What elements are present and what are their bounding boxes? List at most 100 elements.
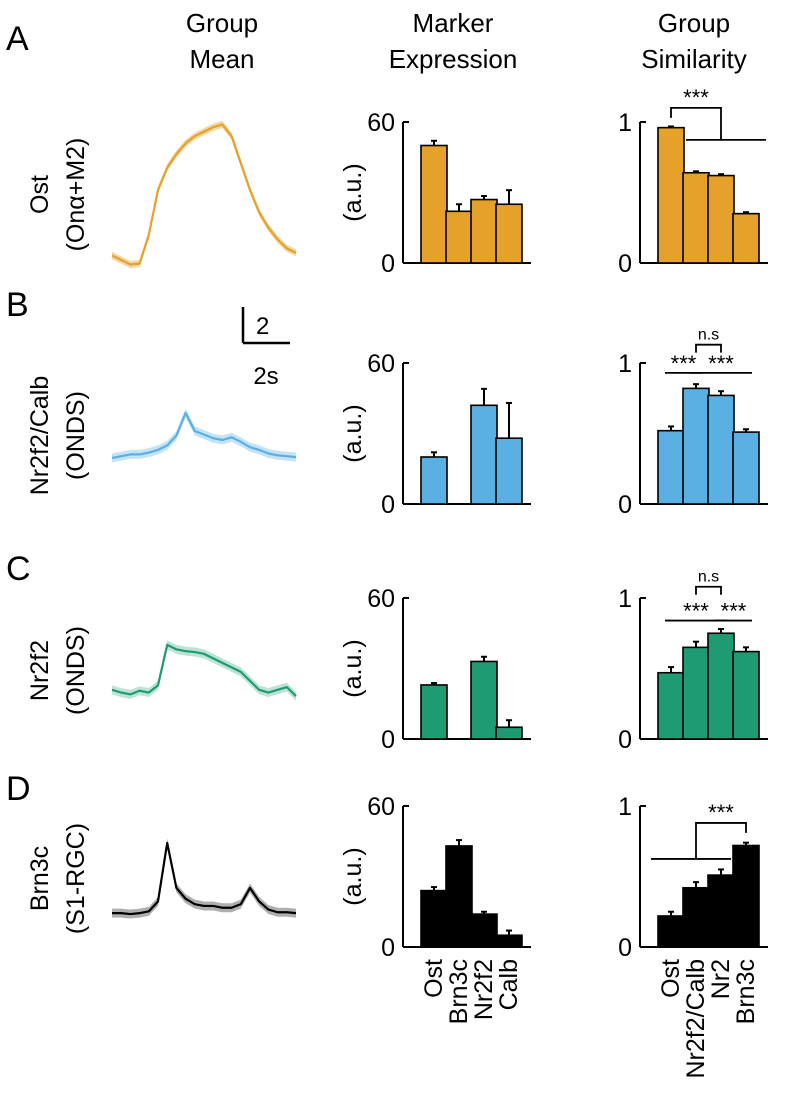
panel-letter-D: D <box>6 770 31 808</box>
similarity-chart-B: 10n.s*** *** <box>618 327 768 519</box>
row-label-A: Ost <box>26 175 54 214</box>
similarity-annotation-D-0-bracket <box>695 822 747 859</box>
marker-bar-A-0 <box>420 144 448 264</box>
col-title-mean-2: Mean <box>189 44 254 74</box>
marker-bar-B-3 <box>495 437 523 505</box>
row-label-B: Nr2f2/Calb <box>26 376 54 496</box>
similarity-annotation-D-0: *** <box>708 800 734 825</box>
similarity-chart-C: 10n.s*** *** <box>618 569 768 754</box>
panel-A: A Ost (Onα+M2) 60 0 (a.u.) 1 0 *** <box>6 20 768 278</box>
similarity-tick-label-top-D: 1 <box>618 793 632 821</box>
trace-band-A <box>112 120 296 269</box>
similarity-annotation-A-0-bracket <box>670 107 722 140</box>
similarity-bar-D-3 <box>732 844 760 948</box>
marker-chart-D: 60 0 (a.u.) <box>339 793 531 962</box>
marker-category-label-0: Ost <box>420 959 448 998</box>
marker-tick-label-bottom-A: 0 <box>381 250 395 278</box>
trace-line-B <box>111 411 297 460</box>
similarity-annotation-C-2: *** <box>721 599 747 624</box>
similarity-annotation-B-0-line <box>695 343 722 353</box>
panel-D: D Brn3c (S1-RGC) 60 0 (a.u.) 1 0 *** <box>6 770 768 962</box>
col-title-marker-1: Marker <box>413 8 494 38</box>
col-title-similarity-2: Similarity <box>641 44 746 74</box>
similarity-bar-C-2 <box>707 632 735 740</box>
similarity-bar-B-3 <box>732 431 760 505</box>
marker-category-label-2: Nr2f2 <box>470 959 498 1020</box>
marker-ylabel-C: (a.u.) <box>339 639 367 697</box>
similarity-bar-D-1 <box>682 886 710 948</box>
similarity-bar-A-3 <box>732 212 760 264</box>
similarity-tick-label-bottom-C: 0 <box>618 726 632 754</box>
marker-chart-C: 60 0 (a.u.) <box>339 585 531 754</box>
similarity-annotation-B-0: n.s <box>698 327 719 344</box>
similarity-bar-C-1 <box>682 646 710 740</box>
similarity-bar-D-0 <box>657 915 685 948</box>
marker-chart-B: 60 0 (a.u.) <box>339 350 531 519</box>
similarity-bar-B-2 <box>707 394 735 505</box>
similarity-bar-A-1 <box>682 171 710 264</box>
row-sublabel-A: (Onα+M2) <box>62 138 90 252</box>
marker-tick-label-top-B: 60 <box>367 350 395 378</box>
similarity-annotation-A-0: *** <box>683 85 709 110</box>
marker-ylabel-B: (a.u.) <box>339 404 367 462</box>
marker-ylabel-D: (a.u.) <box>339 847 367 905</box>
similarity-category-label-2: Nr2 <box>707 959 735 999</box>
marker-bar-D-1 <box>445 845 473 948</box>
similarity-annotation-B-1: *** <box>671 351 697 376</box>
marker-chart-A: 60 0 (a.u.) <box>339 109 531 278</box>
similarity-bar-B-1 <box>682 387 710 505</box>
marker-tick-label-bottom-D: 0 <box>381 934 395 962</box>
row-label-C: Nr2f2 <box>26 640 54 701</box>
similarity-category-label-1: Nr2f2/Calb <box>682 959 710 1079</box>
panel-letter-C: C <box>6 550 31 588</box>
similarity-bar-D-2 <box>707 874 735 948</box>
marker-tick-label-top-C: 60 <box>367 585 395 613</box>
marker-bar-C-0 <box>420 684 448 740</box>
row-label-D: Brn3c <box>26 846 54 911</box>
similarity-bar-C-3 <box>732 650 760 740</box>
similarity-category-label-3: Brn3c <box>732 959 760 1024</box>
trace-line-D <box>112 841 297 916</box>
marker-bar-D-3 <box>495 934 523 948</box>
marker-bar-D-0 <box>420 889 448 948</box>
scale-bar-y-label: 2 <box>256 313 269 340</box>
similarity-annotation-C-1: *** <box>683 599 709 624</box>
scale-bar: 2 2s <box>241 307 290 390</box>
panel-letter-A: A <box>6 20 29 58</box>
similarity-tick-label-top-C: 1 <box>618 585 632 613</box>
panels: A Ost (Onα+M2) 60 0 (a.u.) 1 0 *** B Nr2f2/Calb (ON… <box>6 20 768 1079</box>
similarity-annotation-C-0: n.s <box>698 569 719 586</box>
similarity-tick-label-bottom-D: 0 <box>618 934 632 962</box>
marker-bar-C-2 <box>470 660 498 740</box>
marker-bar-B-0 <box>420 456 448 505</box>
panel-letter-B: B <box>6 286 29 324</box>
marker-bar-D-2 <box>470 913 498 948</box>
marker-tick-label-top-D: 60 <box>367 793 395 821</box>
marker-category-label-3: Calb <box>495 959 523 1010</box>
similarity-category-label-0: Ost <box>657 959 685 998</box>
row-sublabel-B: (ONDS) <box>62 391 90 480</box>
col-title-similarity-1: Group <box>658 8 730 38</box>
marker-bar-A-1 <box>445 210 473 264</box>
marker-category-label-1: Brn3c <box>445 959 473 1024</box>
marker-bar-A-3 <box>495 203 523 264</box>
trace-line-A <box>111 123 297 266</box>
similarity-tick-label-bottom-B: 0 <box>618 491 632 519</box>
marker-bar-B-2 <box>470 404 498 505</box>
similarity-annotation-C-0-line <box>695 585 722 595</box>
similarity-chart-D: 1 0 *** <box>618 793 768 962</box>
similarity-tick-label-top-A: 1 <box>618 109 632 137</box>
marker-bar-A-2 <box>470 198 498 264</box>
similarity-tick-label-top-B: 1 <box>618 350 632 378</box>
similarity-chart-A: 1 0 *** <box>618 85 768 278</box>
similarity-tick-label-bottom-A: 0 <box>618 250 632 278</box>
col-title-mean-1: Group <box>186 8 258 38</box>
marker-ylabel-A: (a.u.) <box>339 163 367 221</box>
similarity-bar-A-2 <box>707 174 735 264</box>
similarity-annotation-B-2: *** <box>708 351 734 376</box>
similarity-bar-B-0 <box>657 429 685 505</box>
marker-bar-C-3 <box>495 726 523 740</box>
